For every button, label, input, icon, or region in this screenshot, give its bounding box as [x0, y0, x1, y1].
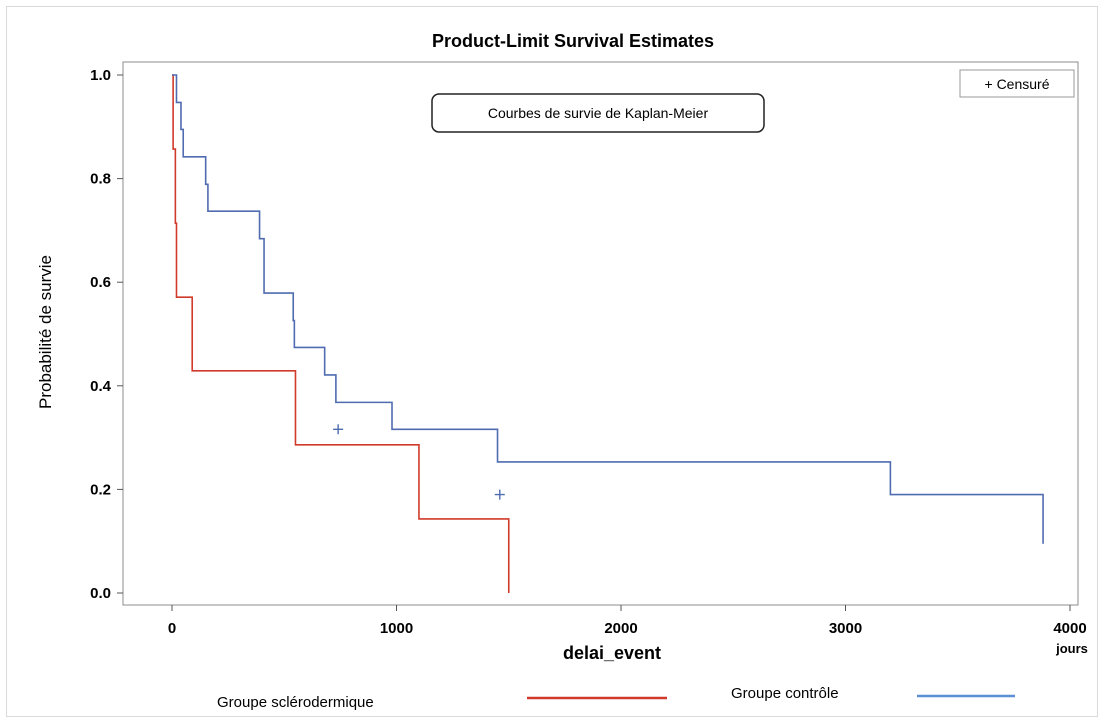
annotation-box — [431, 93, 765, 133]
censor-legend-box — [959, 69, 1075, 98]
annotation-text: Courbes de survie de Kaplan-Meier — [488, 105, 709, 121]
chart-title: Product-Limit Survival Estimates — [432, 31, 714, 51]
y-tick-label: 0.4 — [90, 378, 112, 395]
x-axis: 0 1000 2000 3000 4000 — [168, 605, 1087, 637]
legend: Groupe sclérodermique Groupe contrôle — [217, 685, 1015, 711]
x-tick-label: 1000 — [380, 620, 413, 637]
censor-mark — [494, 489, 505, 500]
survival-curves — [172, 74, 1044, 593]
survival-chart: Product-Limit Survival Estimates 0.00.20… — [36, 31, 1088, 711]
y-axis: 0.0 0.2 0.4 0.6 0.8 1.0 — [90, 67, 123, 602]
series-line-1 — [172, 74, 1044, 544]
censor-mark — [333, 424, 344, 435]
y-tick-label: 0.6 — [90, 274, 111, 291]
x-tick-label: 3000 — [829, 620, 862, 637]
legend-label-sclerodermique: Groupe sclérodermique — [217, 694, 374, 711]
y-axis-label: Probabilité de survie — [36, 255, 55, 409]
y-tick-label: 0.2 — [90, 481, 111, 498]
series-line-0 — [172, 74, 510, 593]
plot-area — [122, 61, 1079, 606]
y-tick-label: 0.0 — [90, 585, 111, 602]
y-tick-label: 0.8 — [90, 171, 111, 188]
censor-legend: + Censuré — [985, 76, 1050, 92]
legend-label-controle: Groupe contrôle — [731, 685, 839, 702]
y-tick-label: 1.0 — [90, 67, 111, 84]
x-tick-label: 0 — [168, 620, 176, 637]
x-tick-label: 4000 — [1053, 620, 1086, 637]
x-axis-unit: jours — [1055, 641, 1088, 656]
chart-frame: Product-Limit Survival Estimates 0.0 0.2 0… — [6, 6, 1098, 717]
x-axis-label: delai_event — [563, 643, 661, 663]
x-tick-label: 2000 — [604, 620, 637, 637]
